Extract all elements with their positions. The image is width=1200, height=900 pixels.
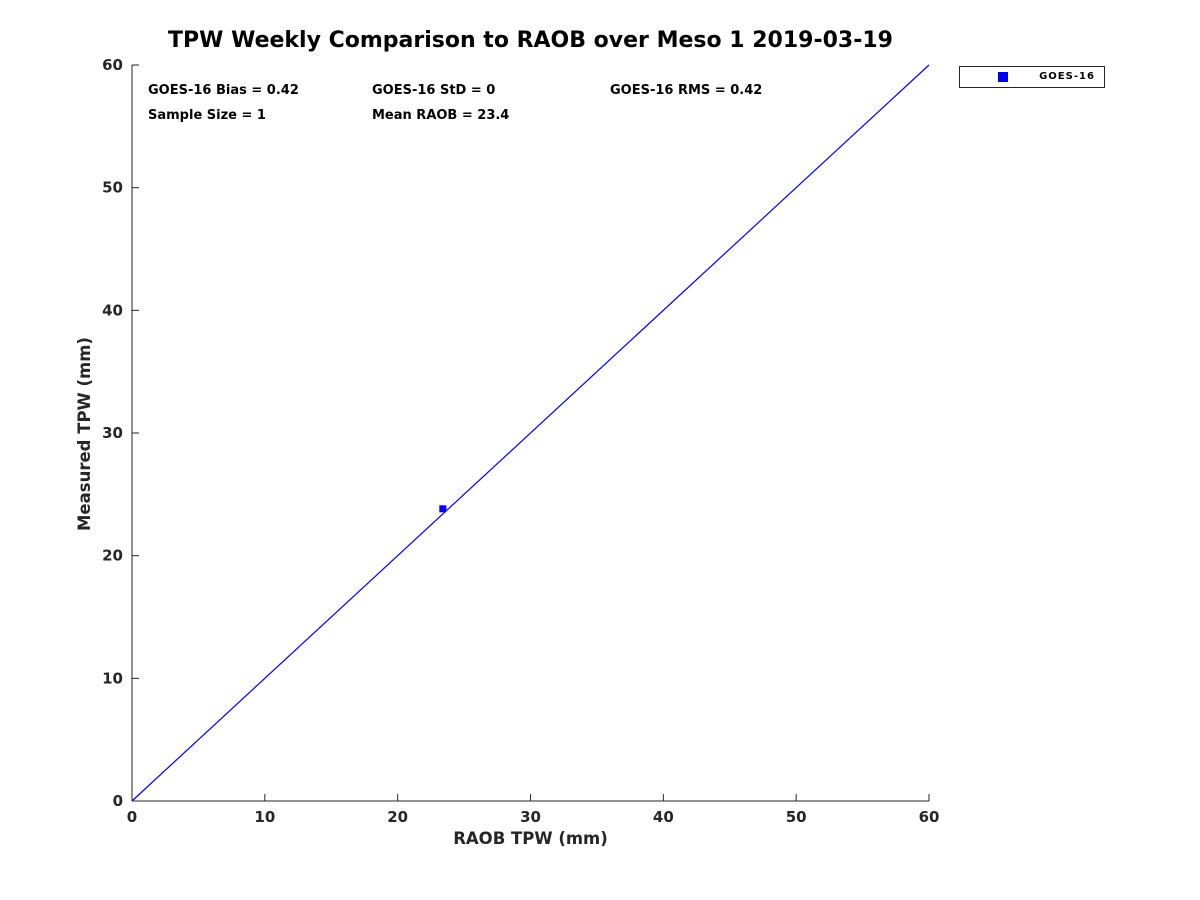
stat-rms: GOES-16 RMS = 0.42 bbox=[610, 83, 763, 98]
stat-std: GOES-16 StD = 0 bbox=[372, 83, 496, 98]
y-tick-label-50: 50 bbox=[102, 179, 123, 197]
y-tick-label-20: 20 bbox=[102, 547, 123, 565]
x-tick-label-60: 60 bbox=[919, 808, 940, 826]
x-tick-label-40: 40 bbox=[653, 808, 674, 826]
x-tick-label-30: 30 bbox=[520, 808, 541, 826]
y-tick-label-0: 0 bbox=[113, 792, 123, 810]
chart-title: TPW Weekly Comparison to RAOB over Meso … bbox=[168, 28, 893, 53]
legend-box: GOES-16 bbox=[959, 66, 1105, 88]
stat-bias: GOES-16 Bias = 0.42 bbox=[148, 83, 299, 98]
identity-line bbox=[131, 64, 930, 802]
x-tick-label-0: 0 bbox=[127, 808, 137, 826]
stat-sample-size: Sample Size = 1 bbox=[148, 108, 266, 123]
data-point-GOES-16 bbox=[439, 505, 447, 513]
y-tick-label-30: 30 bbox=[102, 424, 123, 442]
x-tick-label-10: 10 bbox=[254, 808, 275, 826]
y-axis-label: Measured TPW (mm) bbox=[75, 337, 94, 531]
y-tick-label-10: 10 bbox=[102, 669, 123, 687]
x-tick-label-50: 50 bbox=[786, 808, 807, 826]
legend-marker-square-icon bbox=[998, 72, 1008, 82]
y-tick-label-40: 40 bbox=[102, 301, 123, 319]
legend-label-goes16: GOES-16 bbox=[1039, 71, 1095, 82]
stat-mean-raob: Mean RAOB = 23.4 bbox=[372, 108, 510, 123]
y-tick-label-60: 60 bbox=[102, 56, 123, 74]
x-axis-label: RAOB TPW (mm) bbox=[453, 829, 608, 848]
x-tick-label-20: 20 bbox=[387, 808, 408, 826]
